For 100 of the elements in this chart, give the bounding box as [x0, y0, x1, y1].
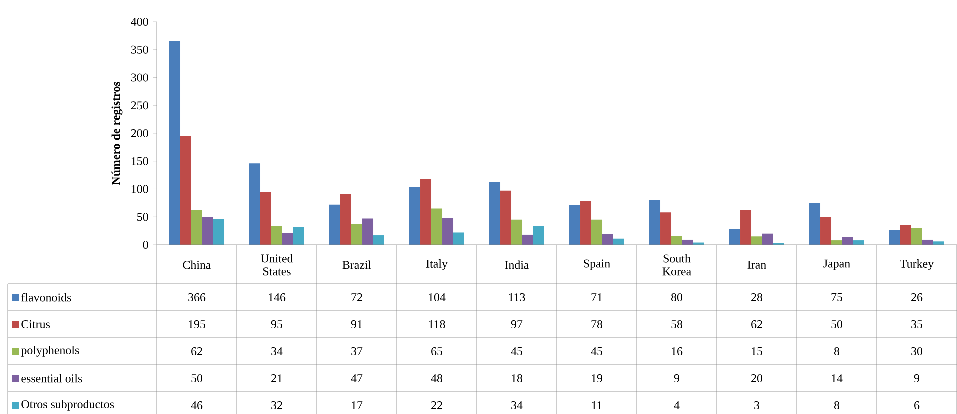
data-label: 18 [512, 374, 523, 383]
y-tick-label: 350 [131, 46, 148, 54]
bar [614, 238, 625, 245]
bar [250, 164, 261, 245]
data-label: 45 [511, 348, 523, 356]
data-label: 58 [672, 320, 683, 329]
data-label: 80 [671, 293, 683, 302]
y-tick-label: 150 [132, 157, 148, 166]
bar [832, 240, 843, 245]
bar [580, 202, 592, 245]
bar [180, 136, 192, 245]
data-label: 47 [351, 374, 363, 382]
bar [490, 182, 501, 245]
bar [820, 217, 832, 245]
data-label: 37 [352, 347, 363, 356]
bar [570, 205, 581, 245]
x-tick-label: Iran [748, 261, 766, 269]
data-label: 21 [272, 374, 282, 382]
data-label: 35 [912, 320, 923, 329]
data-label: 14 [832, 374, 843, 382]
data-label: 91 [351, 320, 362, 329]
data-label: 97 [511, 320, 523, 329]
data-label: 9 [674, 374, 680, 383]
bar [420, 179, 432, 245]
bar [260, 192, 272, 245]
data-label: 195 [189, 320, 206, 329]
data-label: 28 [752, 293, 763, 302]
data-label: 62 [192, 347, 202, 356]
bar [512, 220, 523, 245]
legend-label: polyphenols [21, 346, 80, 357]
bar [534, 226, 545, 245]
data-label: 26 [912, 293, 923, 302]
y-tick-label: 0 [143, 240, 148, 250]
bar [294, 227, 305, 245]
legend-label: Citrus [22, 320, 50, 329]
bar [352, 224, 363, 245]
bar [330, 204, 341, 245]
data-label: 95 [271, 320, 283, 329]
data-label: 104 [429, 293, 446, 302]
y-tick-label: 400 [131, 18, 148, 26]
data-label: 118 [429, 320, 446, 329]
x-tick-label: China [183, 260, 212, 270]
data-label: 8 [834, 401, 840, 410]
bar [810, 203, 821, 245]
bar [660, 212, 672, 245]
bar [362, 218, 374, 245]
bar [934, 242, 945, 245]
data-label: 17 [352, 402, 363, 410]
data-label: 72 [352, 294, 362, 302]
bar [842, 237, 854, 245]
y-tick-label: 50 [138, 213, 148, 222]
y-tick-label: 300 [131, 74, 148, 82]
bar [602, 234, 614, 245]
y-tick-label: 250 [131, 102, 148, 110]
data-label: 50 [832, 320, 843, 329]
bar [202, 217, 214, 245]
bar [272, 226, 283, 245]
bar [592, 220, 603, 245]
x-tick-label: India [505, 260, 530, 270]
bar [650, 200, 661, 245]
bar [890, 230, 901, 245]
data-label: 146 [269, 293, 286, 302]
bar [500, 190, 512, 245]
data-label: 78 [592, 320, 603, 329]
x-tick-label: Turkey [900, 260, 934, 270]
data-label: 30 [912, 347, 923, 356]
y-axis-title: Número de registros [112, 82, 123, 186]
data-label: 75 [832, 294, 843, 302]
data-label: 16 [672, 347, 683, 356]
x-tick-label: Spain [584, 260, 610, 270]
data-label: 34 [512, 401, 523, 410]
bar [762, 234, 774, 245]
bar [900, 225, 912, 245]
bar [854, 240, 865, 245]
bar [192, 210, 203, 245]
legend-label: essential oils [22, 374, 82, 383]
bar [672, 236, 683, 245]
bar [410, 187, 421, 245]
x-tick-label: Italy [426, 260, 448, 270]
x-tick-label: Brazil [342, 260, 372, 270]
y-tick-label: 200 [131, 129, 148, 138]
data-label: 22 [432, 402, 442, 410]
bar [340, 194, 352, 245]
x-tick-label: United States [260, 254, 294, 276]
bar [442, 218, 454, 245]
data-label: 32 [272, 401, 282, 410]
data-label: 6 [914, 401, 920, 410]
data-label: 8 [834, 347, 840, 356]
bar [374, 236, 385, 245]
data-label: 46 [191, 401, 203, 410]
bar [682, 240, 694, 245]
data-label: 366 [188, 293, 206, 302]
data-label: 50 [192, 374, 203, 383]
data-label: 34 [272, 347, 283, 356]
bar [454, 232, 465, 245]
data-label: 19 [592, 374, 602, 383]
data-label: 9 [914, 374, 920, 383]
legend-label: Otros subproductos [22, 400, 114, 411]
data-label: 48 [431, 374, 443, 383]
data-label: 71 [592, 294, 602, 302]
